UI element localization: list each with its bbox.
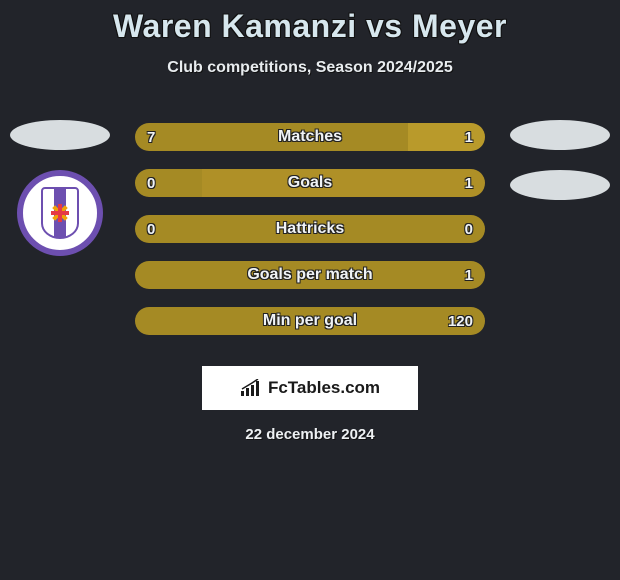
stat-value-right: 0 [465, 215, 473, 243]
stat-label: Matches [135, 123, 485, 151]
stat-value-right: 1 [465, 169, 473, 197]
subtitle: Club competitions, Season 2024/2025 [0, 59, 620, 77]
stat-label: Hattricks [135, 215, 485, 243]
stat-label: Goals per match [135, 261, 485, 289]
page-title: Waren Kamanzi vs Meyer [0, 0, 620, 45]
brand-chart-icon [240, 379, 262, 397]
stat-value-left: 7 [147, 123, 155, 151]
brand-text: FcTables.com [268, 378, 380, 398]
player2-photo-placeholder [510, 120, 610, 150]
player1-club-badge [17, 170, 103, 256]
stat-row: Matches7 1 [135, 123, 485, 151]
stat-label: Goals [135, 169, 485, 197]
stat-row: Hattricks0 0 [135, 215, 485, 243]
player1-photo-placeholder [10, 120, 110, 150]
player1-column [10, 120, 110, 256]
player2-club-placeholder [510, 170, 610, 200]
stat-value-right: 120 [448, 307, 473, 335]
stat-value-right: 1 [465, 261, 473, 289]
player2-column [510, 120, 610, 220]
brand-box: FcTables.com [202, 366, 418, 410]
stat-row: Min per goal120 [135, 307, 485, 335]
stat-value-right: 1 [465, 123, 473, 151]
stat-value-left: 0 [147, 169, 155, 197]
comparison-bars: Matches71Goals01Hattricks00Goals per mat… [135, 123, 485, 353]
stat-label: Min per goal [135, 307, 485, 335]
stat-value-left: 0 [147, 215, 155, 243]
date-line: 22 december 2024 [0, 426, 620, 443]
stat-row: Goals per match1 [135, 261, 485, 289]
stat-row: Goals0 1 [135, 169, 485, 197]
